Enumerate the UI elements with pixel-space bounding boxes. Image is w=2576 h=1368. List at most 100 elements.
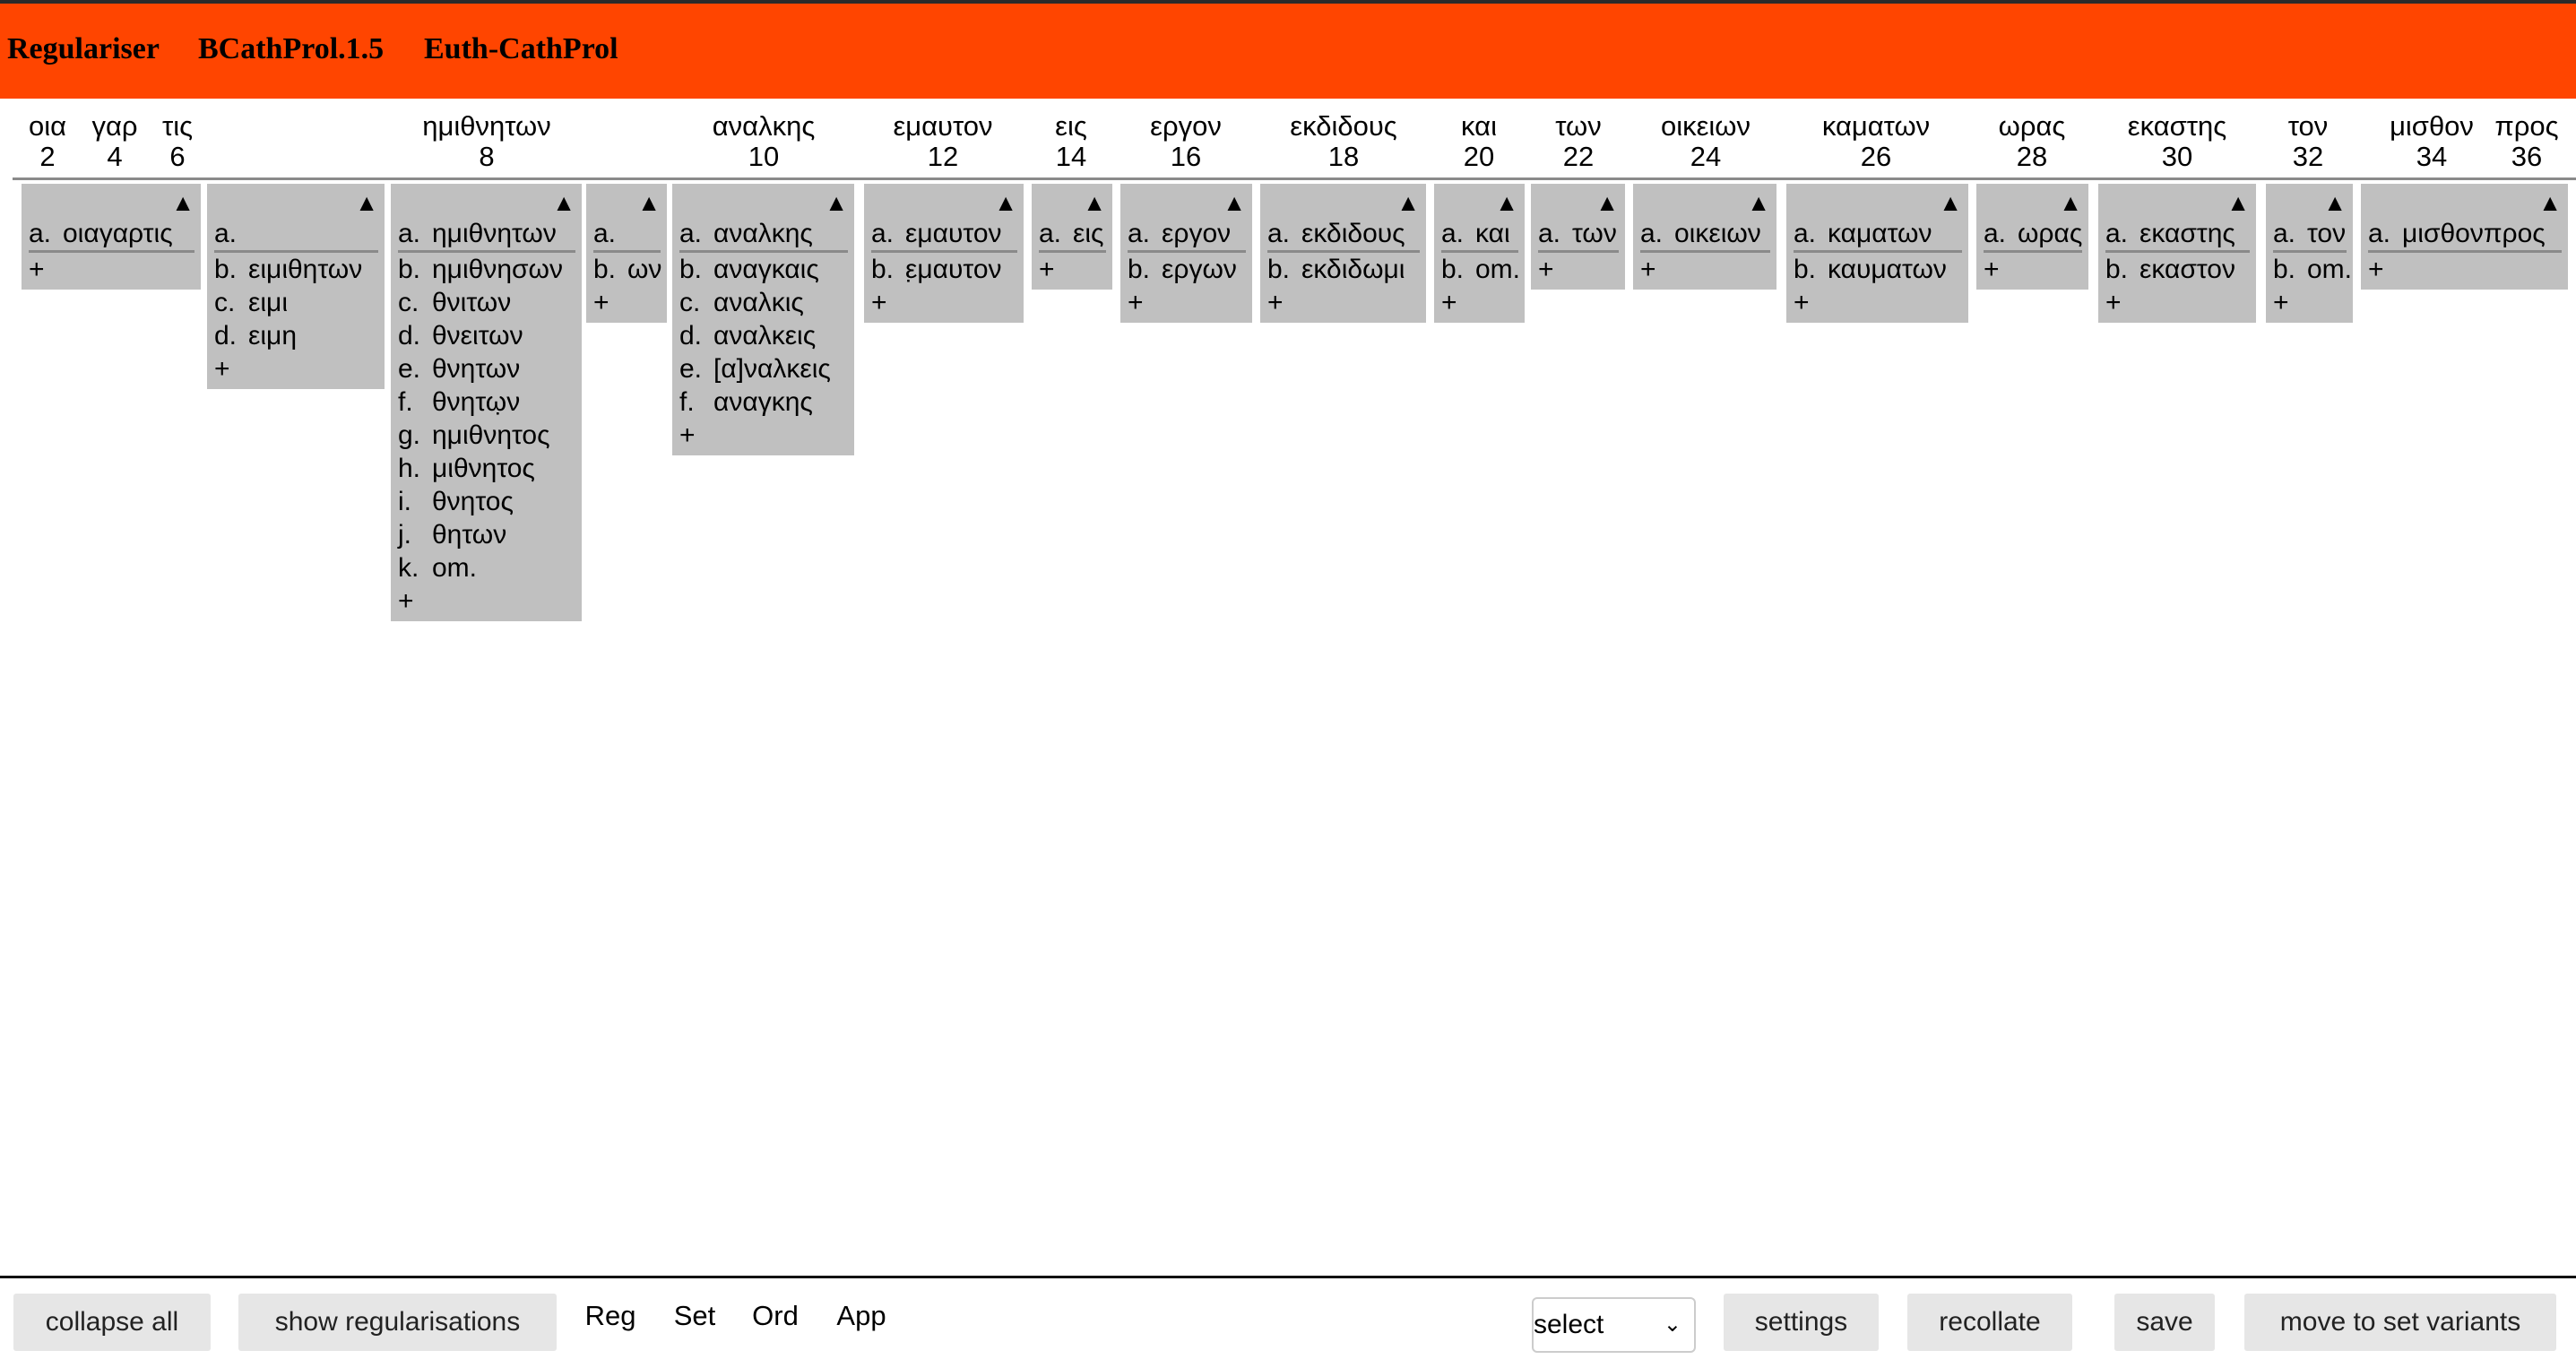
add-reading-button[interactable]: + bbox=[1441, 288, 1457, 317]
reading[interactable]: h. μιθνητος bbox=[398, 452, 575, 485]
collapse-triangle-icon[interactable]: ▲ bbox=[825, 189, 848, 216]
collapse-triangle-icon[interactable]: ▲ bbox=[1083, 189, 1106, 216]
column-index: 8 bbox=[479, 141, 495, 172]
add-reading-button[interactable]: + bbox=[1039, 255, 1055, 284]
reading[interactable]: b. ειμιθητων bbox=[214, 253, 378, 286]
save-button[interactable]: save bbox=[2114, 1294, 2215, 1351]
variant-unit: ▲ a. ωρας + bbox=[1976, 184, 2088, 290]
reading[interactable]: a. bbox=[593, 217, 661, 253]
add-reading-button[interactable]: + bbox=[1538, 255, 1554, 284]
reading[interactable]: i. θνητος bbox=[398, 485, 575, 518]
reading-label: a. bbox=[398, 219, 421, 248]
add-reading-button[interactable]: + bbox=[398, 586, 414, 616]
reading[interactable]: a. bbox=[214, 217, 378, 253]
reading[interactable]: a. εμαυτον bbox=[871, 217, 1017, 253]
nav-reg[interactable]: Reg bbox=[584, 1300, 636, 1331]
collapse-triangle-icon[interactable]: ▲ bbox=[2059, 189, 2082, 216]
reading[interactable]: c. ειμι bbox=[214, 286, 378, 319]
reading[interactable]: b. καυματων bbox=[1794, 253, 1962, 286]
show-regularisations-button[interactable]: show regularisations bbox=[238, 1294, 557, 1351]
move-to-set-variants-button[interactable]: move to set variants bbox=[2244, 1294, 2556, 1351]
reading[interactable]: b. εκδιδωμι bbox=[1267, 253, 1420, 286]
reading-label: a. bbox=[1039, 219, 1062, 248]
add-reading-button[interactable]: + bbox=[1128, 288, 1144, 317]
reading[interactable]: b. ημιθνησων bbox=[398, 253, 575, 286]
collapse-triangle-icon[interactable]: ▲ bbox=[1747, 189, 1770, 216]
reading[interactable]: a. και bbox=[1441, 217, 1518, 253]
reading[interactable]: d. ειμη bbox=[214, 319, 378, 352]
reading[interactable]: b. εκαστον bbox=[2105, 253, 2250, 286]
reading[interactable]: a. καματων bbox=[1794, 217, 1962, 253]
reading[interactable]: g. ημιθνητος bbox=[398, 419, 575, 452]
reading[interactable]: a. των bbox=[1538, 217, 1619, 253]
collapse-triangle-icon[interactable]: ▲ bbox=[2226, 189, 2250, 216]
collapse-triangle-icon[interactable]: ▲ bbox=[637, 189, 661, 216]
reading[interactable]: b. εργων bbox=[1128, 253, 1246, 286]
reading[interactable]: a. εκαστης bbox=[2105, 217, 2250, 253]
column-header: οια 2 bbox=[29, 111, 66, 172]
reading[interactable]: a. μισθονπρος bbox=[2368, 217, 2562, 253]
add-reading-button[interactable]: + bbox=[679, 420, 696, 450]
add-reading-button[interactable]: + bbox=[1794, 288, 1810, 317]
reading[interactable]: b. ων bbox=[593, 253, 661, 286]
reading[interactable]: a. ωρας bbox=[1984, 217, 2082, 253]
reading[interactable]: a. εργον bbox=[1128, 217, 1246, 253]
collapse-triangle-icon[interactable]: ▲ bbox=[2538, 189, 2562, 216]
reading[interactable]: a. εκδιδους bbox=[1267, 217, 1420, 253]
reading[interactable]: a. οικειων bbox=[1640, 217, 1770, 253]
reading[interactable]: c. αναλκις bbox=[679, 286, 848, 319]
reading[interactable]: a. τον bbox=[2273, 217, 2347, 253]
reading[interactable]: d. θνειτων bbox=[398, 319, 575, 352]
column-word: εκαστης bbox=[2127, 110, 2227, 142]
reading[interactable]: a. οιαγαρτις bbox=[29, 217, 194, 253]
collapse-triangle-icon[interactable]: ▲ bbox=[2323, 189, 2347, 216]
add-reading-button[interactable]: + bbox=[593, 288, 609, 317]
reading[interactable]: b. ε̣μαυτον bbox=[871, 253, 1017, 286]
add-reading-button[interactable]: + bbox=[871, 288, 887, 317]
add-reading-button[interactable]: + bbox=[2273, 288, 2289, 317]
reading-text: θητων bbox=[432, 520, 507, 550]
nav-app[interactable]: App bbox=[836, 1300, 886, 1331]
reading-label: b. bbox=[2273, 255, 2296, 284]
header-divider bbox=[13, 177, 2576, 180]
add-reading-button[interactable]: + bbox=[2368, 255, 2384, 284]
collapse-all-button[interactable]: collapse all bbox=[13, 1294, 211, 1351]
reading[interactable]: b. om. bbox=[1441, 253, 1520, 286]
recollate-button[interactable]: recollate bbox=[1907, 1294, 2072, 1351]
reading[interactable]: e. θνητων bbox=[398, 352, 575, 385]
settings-button[interactable]: settings bbox=[1724, 1294, 1879, 1351]
add-reading-button[interactable]: + bbox=[2105, 288, 2122, 317]
collapse-triangle-icon[interactable]: ▲ bbox=[355, 189, 378, 216]
add-reading-button[interactable]: + bbox=[1640, 255, 1656, 284]
collapse-triangle-icon[interactable]: ▲ bbox=[1939, 189, 1962, 216]
reading[interactable]: b. om. bbox=[2273, 253, 2352, 286]
reading[interactable]: a. εις bbox=[1039, 217, 1106, 253]
reading[interactable]: f. θνητω̣ν bbox=[398, 385, 575, 419]
reading[interactable]: a. αναλκης bbox=[679, 217, 848, 253]
column-index: 24 bbox=[1690, 141, 1722, 172]
nav-ord[interactable]: Ord bbox=[752, 1300, 799, 1331]
reading[interactable]: k. om. bbox=[398, 551, 575, 584]
add-reading-button[interactable]: + bbox=[1984, 255, 2000, 284]
select-dropdown[interactable]: select ⌄ bbox=[1532, 1297, 1696, 1353]
reading[interactable]: c. θνιτων bbox=[398, 286, 575, 319]
reading[interactable]: j. θητων bbox=[398, 518, 575, 551]
collapse-triangle-icon[interactable]: ▲ bbox=[1223, 189, 1246, 216]
nav-set[interactable]: Set bbox=[673, 1300, 716, 1331]
collapse-triangle-icon[interactable]: ▲ bbox=[1396, 189, 1420, 216]
reading[interactable]: d. αναλκεις bbox=[679, 319, 848, 352]
collapse-triangle-icon[interactable]: ▲ bbox=[552, 189, 575, 216]
reading[interactable]: e. [α]ναλκεις bbox=[679, 352, 848, 385]
reading[interactable]: f. αναγκης bbox=[679, 385, 848, 419]
reading-label: i. bbox=[398, 487, 411, 516]
collapse-triangle-icon[interactable]: ▲ bbox=[171, 189, 194, 216]
reading[interactable]: b. αναγκαις bbox=[679, 253, 848, 286]
add-reading-button[interactable]: + bbox=[29, 255, 45, 284]
reading-text: μισθονπρος bbox=[2402, 219, 2546, 248]
collapse-triangle-icon[interactable]: ▲ bbox=[1495, 189, 1518, 216]
reading[interactable]: a. ημιθνητων bbox=[398, 217, 575, 253]
add-reading-button[interactable]: + bbox=[1267, 288, 1284, 317]
collapse-triangle-icon[interactable]: ▲ bbox=[994, 189, 1017, 216]
add-reading-button[interactable]: + bbox=[214, 354, 230, 384]
collapse-triangle-icon[interactable]: ▲ bbox=[1595, 189, 1619, 216]
